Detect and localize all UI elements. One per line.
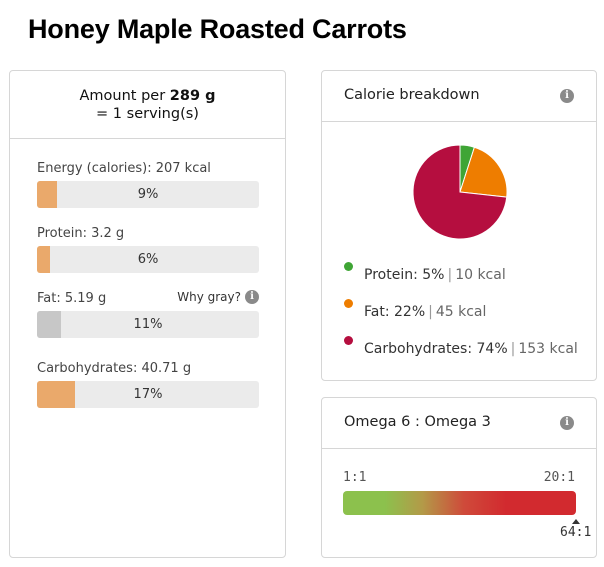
nutrient-label: Energy (calories): 207 kcal (37, 160, 259, 178)
nutrient-amount: 207 kcal (155, 161, 211, 176)
amount-line: Amount per 289 g (10, 87, 285, 105)
pie-slice-carbohydrates (412, 144, 508, 240)
serving-header: Amount per 289 g = 1 serving(s) (10, 71, 285, 139)
why-gray-label[interactable]: Why gray? (177, 290, 241, 304)
nutrient-energy: Energy (calories): 207 kcal 9% (37, 160, 259, 208)
nutrient-carbohydrates: Carbohydrates: 40.71 g 17% (37, 360, 259, 408)
calorie-breakdown-title: Calorie breakdown (344, 87, 480, 103)
info-icon[interactable]: i (560, 89, 574, 103)
legend-separator: | (447, 267, 453, 283)
legend-kcal: 10 kcal (455, 267, 506, 283)
nutrient-label: Fat: 5.19 g (37, 290, 259, 308)
ratio-marker-icon (572, 519, 580, 524)
pie-slice-fat (459, 146, 508, 198)
nutrient-protein: Protein: 3.2 g 6% (37, 225, 259, 273)
ratio-marker-value: 64:1 (560, 525, 592, 540)
daily-value-bar: 11% (37, 311, 259, 338)
omega-title: Omega 6 : Omega 3 (344, 414, 491, 430)
legend-dot (344, 336, 353, 345)
legend-name: Fat: (364, 304, 395, 320)
amount-prefix: Amount per (79, 88, 170, 104)
bar-percent: 17% (133, 387, 163, 402)
nutrient-amount: 5.19 g (64, 291, 107, 306)
bar-fill (37, 381, 75, 408)
amount-weight: 289 g (169, 88, 216, 104)
bar-fill (37, 246, 51, 273)
bar-fill (37, 311, 62, 338)
legend-kcal: 45 kcal (435, 304, 487, 320)
nutrient-name: Protein: (37, 226, 92, 241)
legend-dot (344, 262, 353, 271)
legend-name: Carbohydrates: (364, 341, 477, 357)
info-icon[interactable]: i (560, 416, 574, 430)
daily-value-bar: 6% (37, 246, 259, 273)
serving-line: = 1 serving(s) (96, 106, 199, 122)
nutrient-name: Carbohydrates: (37, 361, 142, 376)
nutrient-amount: 3.2 g (91, 226, 125, 241)
info-icon[interactable]: i (245, 290, 259, 304)
bar-percent: 6% (137, 252, 159, 267)
nutrient-label: Carbohydrates: 40.71 g (37, 360, 259, 378)
page-title: Honey Maple Roasted Carrots (28, 14, 407, 44)
legend-text: Protein: 5% | 10 kcal (364, 267, 506, 283)
omega-ratio-panel: Omega 6 : Omega 3 i 1:1 20:1 64:1 (321, 397, 597, 558)
legend-name: Protein: (364, 267, 423, 283)
legend-percent: 5% (422, 267, 445, 283)
scale-min-label: 1:1 (343, 470, 367, 485)
legend-separator: | (510, 341, 516, 357)
nutrient-name: Energy (calories): (37, 161, 156, 176)
why-gray-link[interactable]: Why gray? i (177, 290, 259, 304)
omega-header: Omega 6 : Omega 3 i (322, 398, 596, 449)
scale-max-label: 20:1 (543, 470, 575, 485)
nutrient-label: Protein: 3.2 g (37, 225, 259, 243)
calorie-pie-chart (412, 144, 508, 240)
legend-text: Carbohydrates: 74% | 153 kcal (364, 341, 578, 357)
legend-percent: 74% (476, 341, 508, 357)
nutrient-amount: 40.71 g (141, 361, 192, 376)
legend-text: Fat: 22% | 45 kcal (364, 304, 486, 320)
legend-percent: 22% (394, 304, 426, 320)
calorie-breakdown-header: Calorie breakdown i (322, 71, 596, 122)
nutrition-facts-panel: Amount per 289 g = 1 serving(s) Energy (… (9, 70, 286, 558)
calorie-breakdown-panel: Calorie breakdown i Protein: 5% | 10 kcal … (321, 70, 597, 381)
nutrient-name: Fat: (37, 291, 65, 306)
omega-ratio-bar (343, 491, 576, 515)
legend-dot (344, 299, 353, 308)
daily-value-bar: 17% (37, 381, 259, 408)
bar-percent: 11% (133, 317, 163, 332)
nutrient-fat: Fat: 5.19 g Why gray? i 11% (37, 290, 259, 338)
legend-kcal: 153 kcal (518, 341, 578, 357)
daily-value-bar: 9% (37, 181, 259, 208)
legend-separator: | (428, 304, 433, 320)
bar-fill (37, 181, 57, 208)
bar-percent: 9% (137, 187, 159, 202)
